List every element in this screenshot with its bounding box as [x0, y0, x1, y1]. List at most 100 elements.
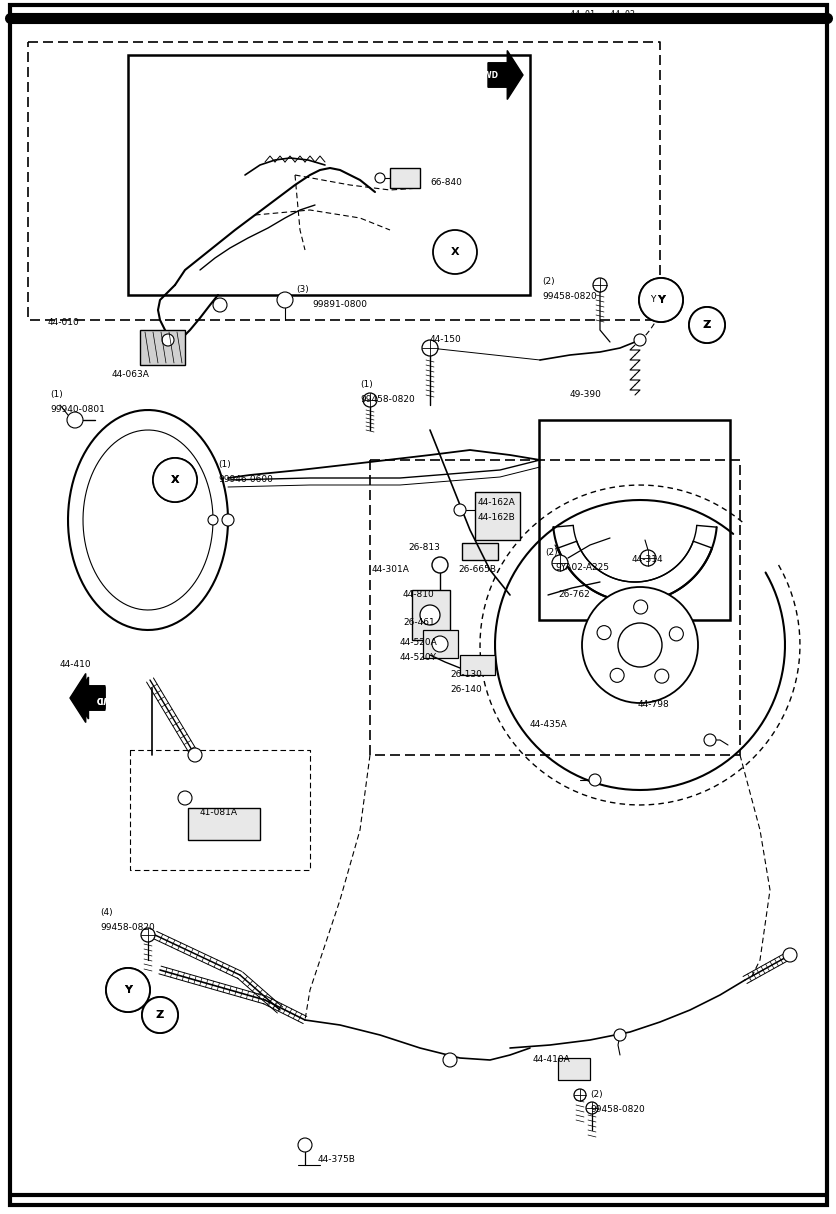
Text: 44-162A: 44-162A	[477, 498, 515, 507]
Text: (2): (2)	[544, 548, 557, 557]
Circle shape	[142, 997, 178, 1033]
Circle shape	[688, 307, 724, 344]
Circle shape	[581, 588, 697, 703]
Text: 26-140: 26-140	[450, 685, 482, 694]
Bar	[460, 656, 494, 675]
Circle shape	[67, 412, 83, 429]
Text: Y: Y	[650, 295, 655, 304]
Text: (2): (2)	[589, 1090, 602, 1099]
Circle shape	[688, 307, 724, 344]
Text: 99458-0820: 99458-0820	[99, 923, 155, 932]
Text: X: X	[171, 475, 179, 486]
Text: 99940-0801: 99940-0801	[50, 405, 104, 414]
Bar	[188, 809, 260, 840]
Polygon shape	[487, 51, 522, 100]
Circle shape	[703, 734, 715, 745]
Bar	[422, 630, 457, 658]
Circle shape	[420, 605, 440, 625]
Text: 44-435A: 44-435A	[529, 720, 567, 728]
Text: 44-520Y: 44-520Y	[400, 653, 436, 662]
Text: 44-810: 44-810	[402, 590, 434, 599]
Bar	[538, 420, 729, 620]
Text: FWD: FWD	[95, 693, 115, 703]
Text: Y: Y	[656, 295, 665, 305]
Circle shape	[654, 669, 668, 683]
Text: Z: Z	[702, 320, 711, 330]
Circle shape	[140, 927, 155, 942]
Text: 26-813: 26-813	[407, 543, 440, 552]
Circle shape	[453, 504, 466, 516]
Circle shape	[432, 229, 477, 274]
Text: 44-301A: 44-301A	[371, 565, 410, 574]
Circle shape	[551, 555, 568, 571]
Text: 44-162B: 44-162B	[477, 514, 515, 522]
Circle shape	[442, 1053, 456, 1067]
Bar	[390, 168, 420, 188]
Text: FWD: FWD	[477, 70, 497, 79]
Text: Y: Y	[656, 295, 665, 305]
Text: 99946-0600: 99946-0600	[217, 475, 273, 484]
Circle shape	[633, 334, 645, 346]
Text: X: X	[171, 475, 179, 486]
Text: 26-130: 26-130	[450, 670, 482, 679]
Polygon shape	[70, 674, 104, 722]
Bar	[411, 590, 450, 640]
Text: 9YA02-A225: 9YA02-A225	[554, 563, 609, 572]
Circle shape	[363, 393, 376, 407]
Text: 44-063A: 44-063A	[112, 370, 150, 379]
Text: 44-375B: 44-375B	[318, 1155, 355, 1164]
Circle shape	[142, 997, 178, 1033]
Bar	[128, 55, 529, 295]
Circle shape	[669, 626, 682, 641]
Circle shape	[431, 557, 447, 573]
Text: 44-010: 44-010	[48, 318, 79, 327]
Circle shape	[212, 297, 227, 312]
Text: (3): (3)	[296, 285, 308, 294]
Circle shape	[589, 775, 600, 785]
Text: X: X	[450, 246, 459, 257]
Text: (1): (1)	[217, 460, 231, 469]
Text: 44-410: 44-410	[60, 660, 91, 669]
Polygon shape	[75, 677, 104, 719]
Text: (2): (2)	[542, 277, 554, 287]
Circle shape	[614, 1029, 625, 1040]
Circle shape	[222, 514, 234, 526]
Circle shape	[178, 792, 191, 805]
Circle shape	[585, 1102, 597, 1114]
Circle shape	[640, 550, 655, 566]
Circle shape	[106, 968, 150, 1012]
Text: Y: Y	[124, 985, 132, 995]
Text: Z: Z	[156, 1010, 163, 1020]
Circle shape	[421, 340, 437, 356]
Circle shape	[277, 293, 293, 308]
Text: 41-081A: 41-081A	[200, 809, 237, 817]
Circle shape	[617, 623, 661, 666]
Text: 99458-0820: 99458-0820	[542, 293, 596, 301]
Text: 44-520A: 44-520A	[400, 639, 437, 647]
Text: 66-840: 66-840	[430, 178, 461, 187]
Text: Z: Z	[702, 320, 710, 330]
Circle shape	[106, 968, 150, 1012]
Circle shape	[782, 948, 796, 961]
Bar	[461, 543, 497, 560]
Text: 44-314: 44-314	[631, 555, 663, 565]
Circle shape	[609, 669, 624, 682]
Text: 44-150: 44-150	[430, 335, 461, 344]
Circle shape	[633, 600, 647, 614]
Circle shape	[153, 458, 196, 503]
Bar	[558, 1057, 589, 1080]
Text: 44-01   44-02: 44-01 44-02	[569, 10, 635, 19]
Text: Z: Z	[155, 1010, 164, 1020]
Bar	[140, 330, 185, 365]
Circle shape	[153, 458, 196, 503]
Text: (1): (1)	[359, 380, 372, 388]
Text: 44-798: 44-798	[637, 700, 669, 709]
Text: 26-665B: 26-665B	[457, 565, 496, 574]
Circle shape	[596, 625, 610, 640]
Circle shape	[573, 1089, 585, 1101]
Text: 44-410A: 44-410A	[533, 1055, 570, 1063]
Text: 99458-0820: 99458-0820	[359, 395, 415, 404]
Circle shape	[431, 636, 447, 652]
Circle shape	[298, 1138, 312, 1152]
Bar	[475, 492, 519, 540]
